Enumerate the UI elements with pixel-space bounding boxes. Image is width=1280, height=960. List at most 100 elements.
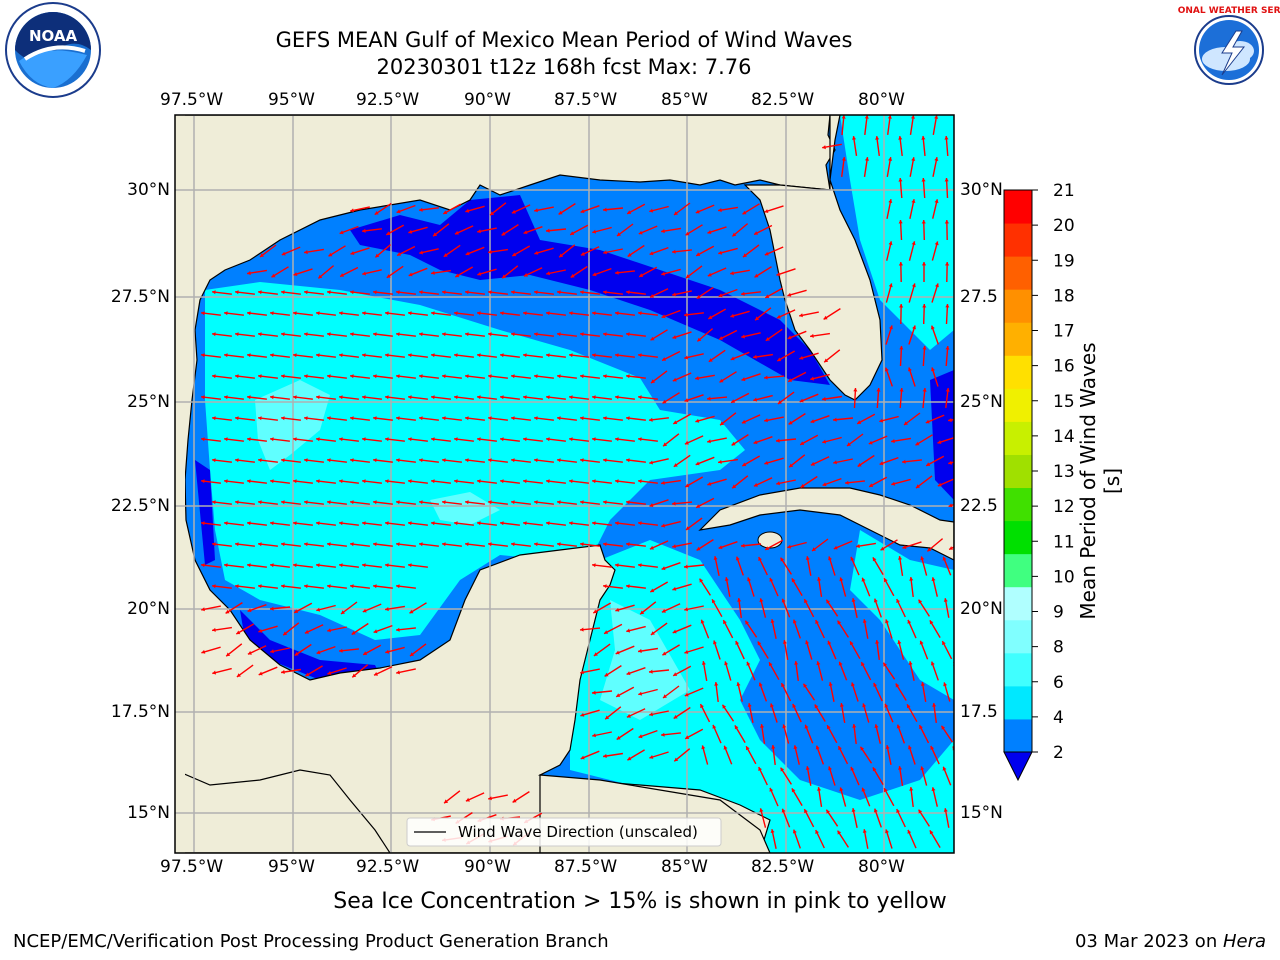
wind-arrow-head (651, 379, 655, 384)
wind-arrow-head (743, 253, 747, 258)
wind-arrow-shaft (956, 115, 960, 135)
lon-tick: 82.5°W (751, 90, 815, 110)
wind-arrow-head (860, 746, 865, 751)
wind-arrow-head (724, 577, 729, 581)
wind-arrow-head (879, 418, 884, 423)
wind-arrow-head (294, 609, 299, 613)
wind-arrow-head (350, 332, 354, 337)
wind-arrow-head (919, 725, 923, 730)
wind-arrow-head (454, 521, 458, 526)
wind-arrow-head (873, 682, 878, 687)
wind-arrow-head (350, 251, 355, 255)
wind-arrow-head (764, 375, 768, 380)
wind-arrow-head (828, 556, 832, 561)
wind-arrow-head (328, 252, 333, 257)
wind-arrow-head (921, 262, 927, 266)
wind-arrow-head (352, 673, 357, 678)
wind-arrow-head (247, 395, 251, 400)
wind-arrow-head (815, 620, 819, 624)
wind-arrow-head (339, 479, 343, 484)
colorbar-bin (1004, 619, 1032, 654)
wind-arrow-head (341, 610, 345, 614)
wind-arrow-head (605, 715, 610, 720)
wind-arrow-head (898, 178, 903, 182)
wind-arrow-head (455, 273, 460, 278)
wind-arrow-head (396, 332, 400, 337)
wind-arrow-head (247, 521, 251, 526)
wind-arrow-head (804, 809, 808, 814)
wind-arrow-head (293, 272, 298, 276)
wind-arrow-shaft (956, 157, 960, 177)
wind-arrow-head (293, 395, 297, 400)
wind-arrow-head (559, 253, 564, 258)
wind-arrow-head (617, 232, 621, 236)
wind-arrow-head (615, 395, 619, 400)
wind-arrow-head (570, 273, 575, 278)
colorbar-bin (1004, 685, 1032, 720)
wind-arrow-head (363, 651, 368, 655)
wind-arrow-head (511, 458, 515, 463)
wind-arrow-head (764, 209, 769, 213)
colorbar: 2 4 6 8 9 10 11 12 13 14 15 16 17 18 19 20 21 (1003, 181, 1075, 782)
wind-arrow-head (615, 479, 619, 484)
wind-arrow-head (501, 231, 506, 236)
wind-arrow-head (674, 211, 678, 215)
wind-arrow-head (592, 437, 596, 442)
colorbar-bin (1004, 520, 1032, 555)
wind-arrow-head (511, 209, 516, 214)
wind-arrow-head (615, 353, 619, 358)
wind-arrow-head (442, 500, 446, 505)
wind-arrow-head (685, 526, 690, 530)
wind-arrow-head (723, 745, 728, 750)
wind-arrow-head (862, 703, 867, 708)
wind-arrow-head (281, 374, 285, 379)
wind-arrow-head (235, 458, 239, 463)
wind-arrow-head (373, 416, 377, 421)
wind-arrow-head (592, 272, 597, 277)
wind-arrow-head (765, 546, 770, 550)
wind-arrow-head (534, 416, 538, 421)
wind-arrow-head (672, 629, 677, 634)
wind-arrow-head (719, 378, 724, 383)
lon-tick: 80°W (858, 857, 905, 877)
wind-arrow-head (385, 521, 389, 526)
colorbar-tick-label: 16 (1053, 357, 1075, 377)
wind-arrow-head (902, 545, 907, 549)
wind-arrow-head (408, 395, 412, 400)
wind-arrow-head (374, 672, 378, 676)
wind-arrow-head (615, 521, 619, 526)
wind-arrow-head (741, 419, 746, 424)
footer-credit: NCEP/EMC/Verification Post Processing Pr… (13, 931, 609, 952)
wind-arrow-head (534, 542, 538, 547)
wind-arrow-head (735, 556, 740, 561)
wind-arrow-head (615, 270, 619, 275)
wind-arrow-head (837, 830, 842, 835)
wind-arrow-head (649, 251, 654, 256)
wind-arrow-head (316, 353, 320, 358)
wind-arrow-head (523, 311, 527, 316)
wind-arrow-head (921, 178, 926, 182)
wind-arrow-head (327, 416, 331, 421)
lat-tick: 25°N (960, 392, 1003, 412)
wind-arrow-head (649, 417, 653, 422)
wind-arrow-head (747, 577, 751, 582)
wind-arrow-shaft (956, 199, 961, 218)
wind-arrow-head (465, 374, 469, 379)
wind-arrow-head (226, 652, 231, 657)
wind-arrow-head (419, 500, 423, 505)
wind-arrow-head (465, 500, 469, 505)
wind-arrow-head (212, 627, 216, 632)
wind-arrow-head (235, 500, 239, 505)
wind-arrow-head (488, 290, 492, 295)
wind-arrow-head (707, 272, 712, 277)
wind-arrow-head (685, 735, 690, 739)
colorbar-tick-label: 6 (1053, 673, 1064, 693)
wind-arrow-head (799, 355, 804, 360)
wind-arrow-head (803, 683, 808, 688)
wind-arrow-head (546, 311, 550, 316)
wind-arrow-head (350, 542, 354, 547)
wind-arrow-head (663, 694, 667, 698)
wind-arrow-head (523, 353, 527, 358)
wind-arrow-head (431, 395, 435, 400)
